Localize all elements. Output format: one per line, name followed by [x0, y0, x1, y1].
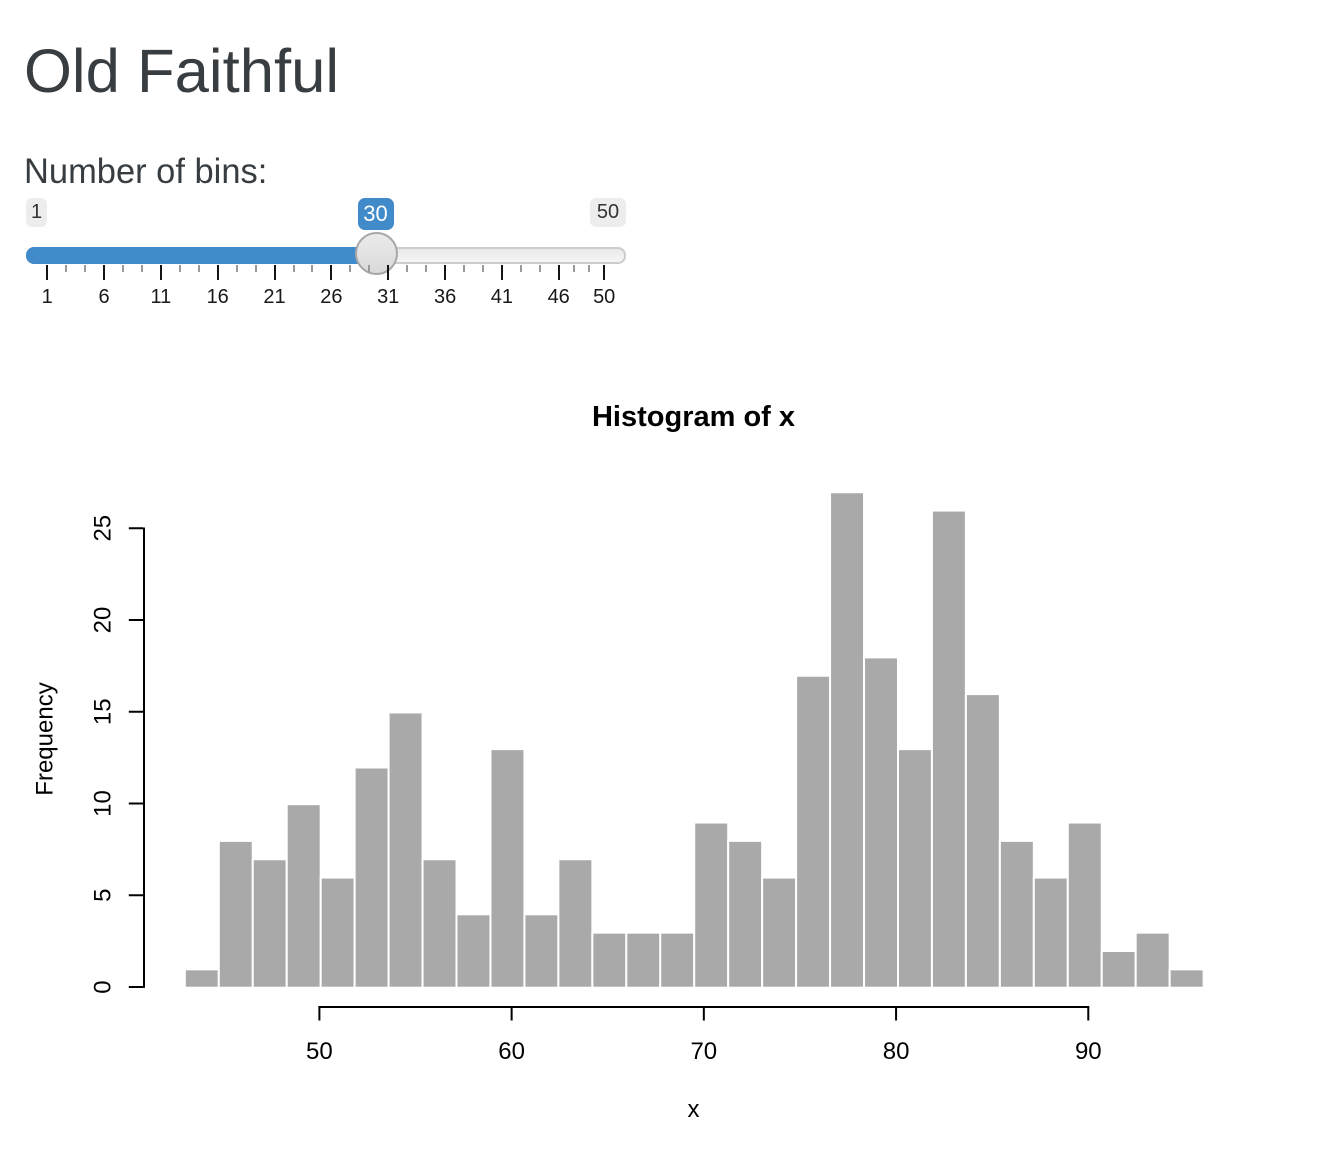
svg-text:0: 0	[90, 980, 117, 993]
svg-text:5: 5	[90, 889, 117, 902]
svg-text:60: 60	[498, 1038, 525, 1065]
svg-text:Frequency: Frequency	[31, 682, 58, 795]
svg-text:10: 10	[90, 790, 117, 817]
svg-text:90: 90	[1075, 1038, 1102, 1065]
svg-text:15: 15	[90, 698, 117, 725]
svg-text:x: x	[688, 1096, 700, 1123]
svg-text:80: 80	[883, 1038, 910, 1065]
svg-text:Histogram of x: Histogram of x	[592, 401, 795, 433]
svg-text:20: 20	[90, 607, 117, 634]
svg-text:70: 70	[690, 1038, 717, 1065]
svg-text:25: 25	[90, 515, 117, 542]
svg-text:50: 50	[306, 1038, 333, 1065]
